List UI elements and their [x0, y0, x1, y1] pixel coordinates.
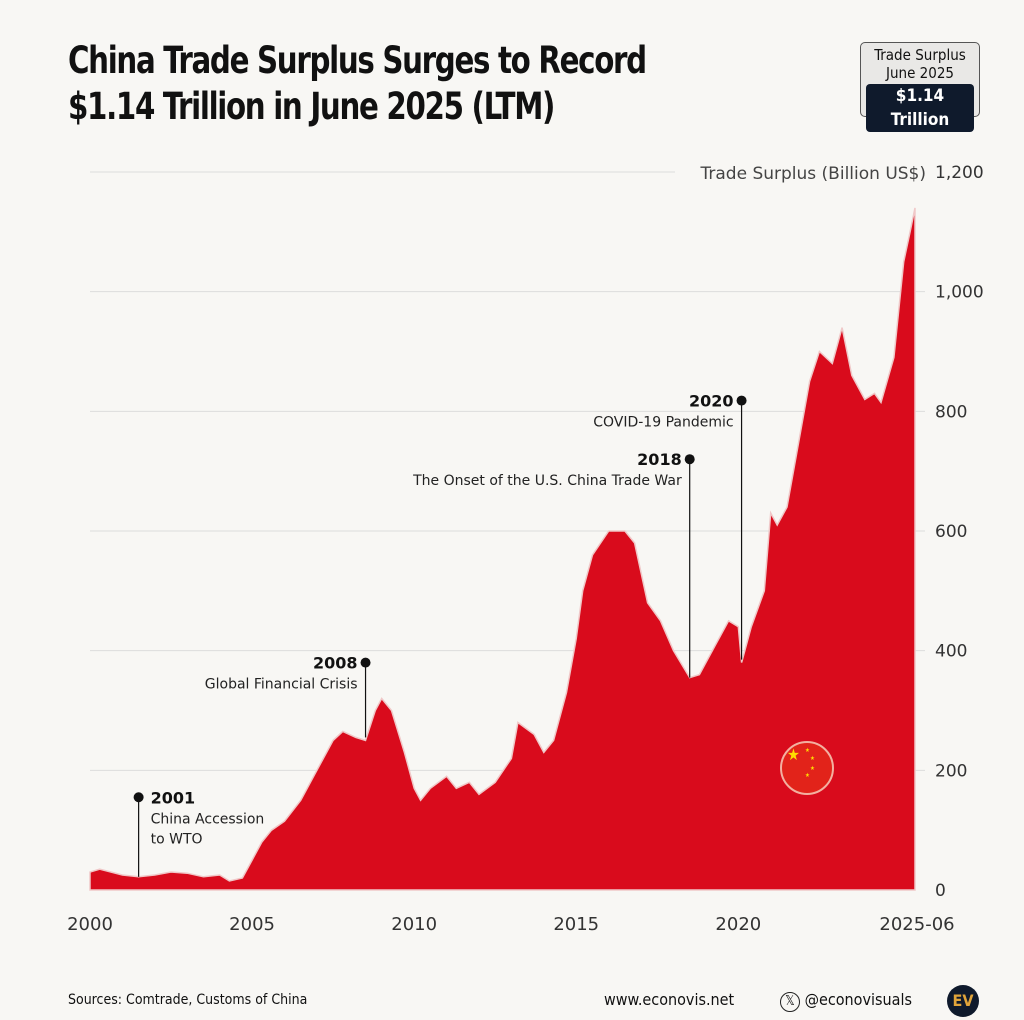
china-flag-icon	[780, 741, 834, 795]
annotation-text: The Onset of the U.S. China Trade War	[412, 473, 682, 489]
x-logo-icon: 𝕏	[780, 992, 800, 1012]
x-handle-text: @econovisuals	[804, 990, 912, 1009]
x-tick-label: 2005	[229, 914, 275, 935]
y-tick-label: 1,200	[935, 163, 984, 183]
chart-title: China Trade Surplus Surges to Record $1.…	[68, 38, 647, 130]
annotation-year: 2018	[637, 450, 682, 469]
annotation-text: to WTO	[151, 831, 203, 847]
x-tick-label: 2020	[715, 914, 761, 935]
annotation-dot	[360, 657, 371, 668]
badge-date: June 2025	[885, 64, 954, 82]
y-tick-label: 600	[935, 522, 967, 542]
econovis-logo: EV	[947, 985, 979, 1017]
y-tick-label: 800	[935, 402, 967, 422]
annotation-dot	[684, 454, 695, 465]
x-tick-label: 2015	[553, 914, 599, 935]
annotation-text: China Accession	[151, 811, 265, 827]
x-tick-label: 2010	[391, 914, 437, 935]
website-link[interactable]: www.econovis.net	[604, 990, 735, 1009]
y-tick-label: 200	[935, 761, 967, 781]
badge-label: Trade Surplus	[874, 46, 966, 64]
x-tick-label: 2000	[67, 914, 113, 935]
y-axis-label: Trade Surplus (Billion US$)	[700, 164, 927, 184]
flag-star: ★	[810, 755, 815, 762]
flag-star: ★	[805, 772, 810, 779]
surplus-area	[89, 207, 916, 891]
annotation-year: 2001	[151, 788, 196, 807]
flag-star: ★	[805, 747, 810, 754]
annotation-text: COVID-19 Pandemic	[593, 415, 733, 431]
annotation-year: 2008	[313, 654, 358, 673]
flag-star: ★	[810, 765, 815, 772]
annotation-year: 2020	[689, 392, 734, 411]
x-tick-label: 2025-06	[879, 914, 954, 935]
y-tick-label: 0	[935, 881, 946, 901]
chart: 0 200 400 600 800 1,000 1,200 Trade Surplus (Bi…	[67, 163, 984, 935]
badge-value: $1.14 Trillion	[866, 84, 974, 132]
title-line-1: China Trade Surplus Surges to Record	[68, 39, 647, 82]
annotation-text: Global Financial Crisis	[205, 677, 358, 693]
y-tick-label: 400	[935, 642, 967, 662]
annotation-dot	[133, 792, 144, 803]
flag-star: ★	[787, 745, 800, 764]
x-handle[interactable]: 𝕏 @econovisuals	[780, 990, 912, 1012]
y-tick-label: 1,000	[935, 283, 984, 303]
annotation-dot	[736, 395, 747, 406]
sources-text: Sources: Comtrade, Customs of China	[68, 992, 308, 1008]
title-line-2: $1.14 Trillion in June 2025 (LTM)	[68, 85, 555, 128]
trade-surplus-badge: Trade Surplus June 2025 $1.14 Trillion	[860, 42, 980, 132]
